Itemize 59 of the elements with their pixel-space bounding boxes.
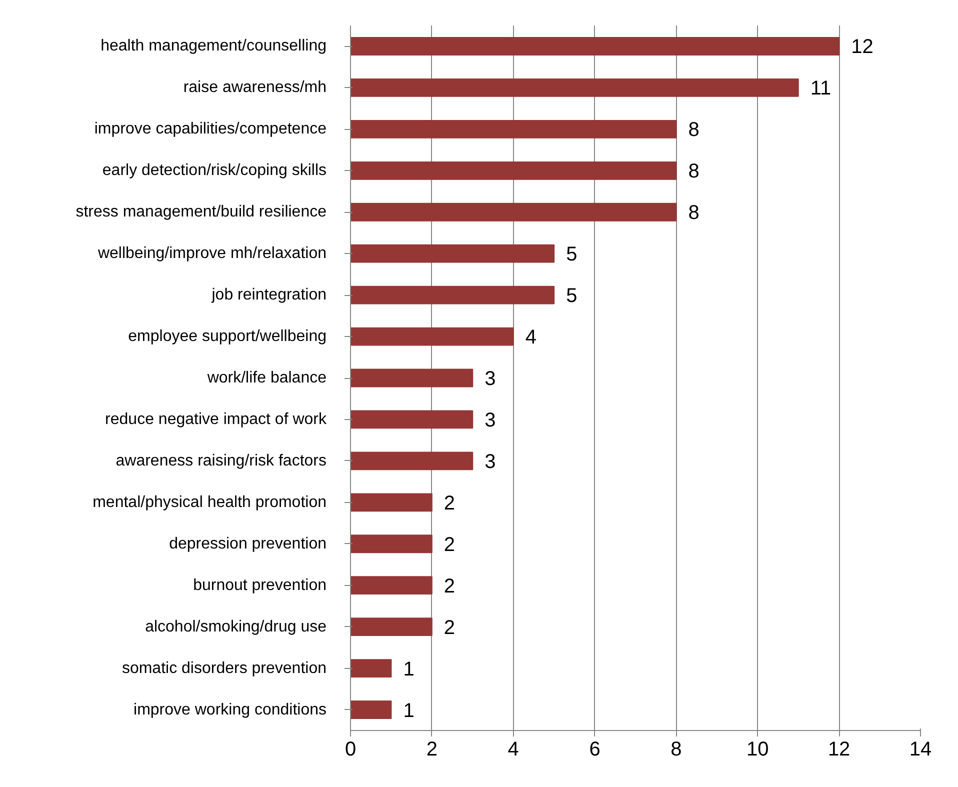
y-tick-label: wellbeing/improve mh/relaxation xyxy=(96,245,327,262)
y-tick-label: early detection/risk/coping skills xyxy=(102,162,326,180)
data-label: 2 xyxy=(444,616,456,639)
data-label: 2 xyxy=(444,575,456,598)
y-tick-label: improve capabilities/competence xyxy=(94,120,327,138)
x-tick-label: 8 xyxy=(670,738,682,760)
data-label: 3 xyxy=(484,409,496,432)
bar xyxy=(350,452,474,470)
y-tick-label: raise awareness/mh xyxy=(183,79,326,96)
bar xyxy=(350,120,677,138)
bar xyxy=(350,286,555,304)
bar xyxy=(350,368,474,388)
data-label: 11 xyxy=(810,78,832,100)
bar xyxy=(350,576,432,595)
x-tick-label: 12 xyxy=(828,738,850,760)
bar xyxy=(350,534,432,554)
data-label: 8 xyxy=(688,160,700,183)
y-tick-label: burnout prevention xyxy=(193,576,327,594)
y-tick-label: employee support/wellbeing xyxy=(128,328,326,346)
y-tick-label: job reintegration xyxy=(210,286,327,304)
y-tick-label: work/life balance xyxy=(206,370,327,386)
bar xyxy=(350,493,432,512)
bar xyxy=(350,78,799,97)
data-label: 12 xyxy=(851,36,874,58)
y-tick-label: health management/counselling xyxy=(100,38,327,55)
y-tick-label: mental/physical health promotion xyxy=(92,494,326,511)
data-label: 1 xyxy=(403,700,414,722)
y-tick-label: alcohol/smoking/drug use xyxy=(145,618,327,636)
bar xyxy=(350,410,474,429)
bar xyxy=(350,37,840,56)
data-label: 5 xyxy=(566,244,578,266)
bar xyxy=(350,161,677,180)
x-tick-label: 10 xyxy=(746,738,769,760)
bar xyxy=(350,618,432,636)
bar xyxy=(350,202,677,222)
x-tick-label: 6 xyxy=(589,738,600,760)
data-label: 2 xyxy=(444,534,456,556)
data-label: 2 xyxy=(444,492,456,514)
bar xyxy=(350,244,555,263)
x-tick-label: 14 xyxy=(909,738,932,760)
x-tick-label: 2 xyxy=(426,738,438,760)
data-label: 5 xyxy=(566,285,578,308)
data-label: 4 xyxy=(525,326,536,349)
data-label: 3 xyxy=(484,368,496,390)
y-tick-label: somatic disorders prevention xyxy=(122,660,327,677)
y-tick-label: awareness raising/risk factors xyxy=(116,452,327,470)
data-label: 8 xyxy=(688,202,700,224)
x-tick-label: 0 xyxy=(344,738,356,760)
y-tick-label: reduce negative impact of work xyxy=(105,410,328,428)
bar xyxy=(350,659,392,678)
y-tick-label: improve working conditions xyxy=(134,701,327,718)
bar xyxy=(350,700,392,719)
bar xyxy=(350,327,514,346)
data-label: 3 xyxy=(484,450,496,473)
y-tick-label: depression prevention xyxy=(169,535,326,552)
x-tick-label: 4 xyxy=(508,738,519,760)
y-tick-label: stress management/build resilience xyxy=(76,204,327,221)
data-label: 1 xyxy=(403,658,414,680)
data-label: 8 xyxy=(688,119,700,142)
